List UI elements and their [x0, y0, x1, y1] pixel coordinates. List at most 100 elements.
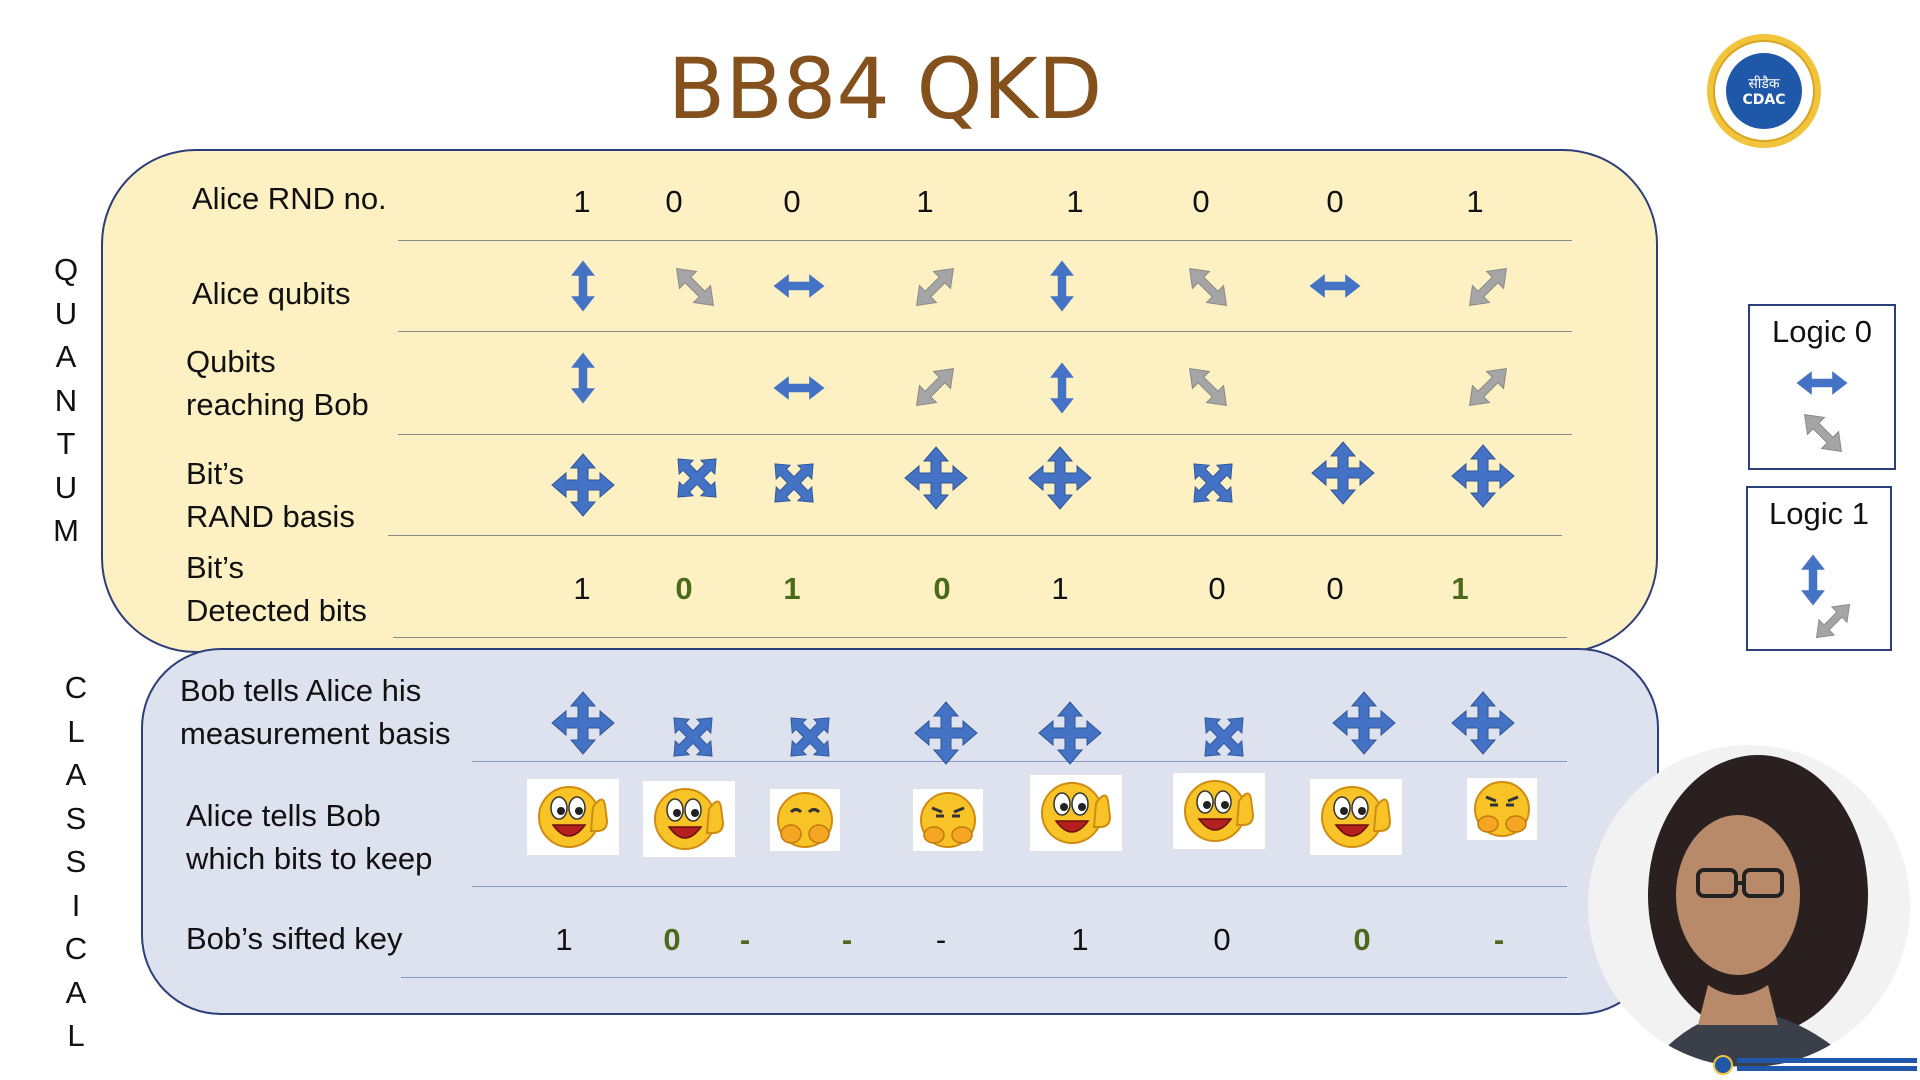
qubits-bob-label: Qubits reaching Bob	[186, 340, 369, 426]
alice-rnd-bit: 1	[1066, 184, 1084, 219]
side-letter: N	[54, 382, 78, 418]
rectilinear-basis-icon	[1451, 444, 1515, 508]
thumbs-up-emoji-icon	[1030, 775, 1122, 851]
thumbs-up-emoji-icon	[643, 781, 735, 857]
svg-text:सीडैक: सीडैक	[1748, 75, 1780, 92]
diagonal-basis-icon	[664, 445, 730, 511]
row-divider	[472, 886, 1567, 887]
diagonal-basis-icon	[1191, 704, 1257, 770]
diagonal-arrow-icon	[1796, 406, 1850, 460]
antidiagonal-arrow-icon	[1460, 359, 1516, 415]
rectilinear-basis-icon	[1028, 446, 1092, 510]
alice-rnd-bit: 1	[916, 184, 934, 219]
legend-logic-1: Logic 1	[1746, 486, 1892, 651]
alice-tells-label: Alice tells Bob which bits to keep	[186, 794, 432, 880]
diagonal-basis-icon	[1180, 450, 1246, 516]
detected-bit: 1	[573, 571, 591, 606]
vertical-arrow-icon	[1050, 260, 1074, 312]
vertical-arrow-icon	[571, 260, 595, 312]
frown-emoji-icon	[913, 789, 983, 851]
detected-bit: 0	[933, 571, 951, 606]
sifted-bit: -	[1493, 922, 1505, 957]
svg-text:CDAC: CDAC	[1742, 92, 1785, 108]
side-letter: S	[65, 800, 87, 836]
sifted-bit: -	[739, 922, 751, 957]
horizontal-arrow-icon	[1796, 371, 1848, 395]
label-line: Bob tells Alice his	[180, 673, 422, 708]
rectilinear-basis-icon	[1311, 441, 1375, 505]
antidiagonal-arrow-icon	[907, 259, 963, 315]
side-letter: M	[53, 513, 79, 548]
alice-rnd-bit: 0	[1326, 184, 1344, 219]
row-divider	[388, 535, 1562, 536]
side-letter: S	[65, 844, 87, 879]
sifted-bit: 0	[1353, 922, 1371, 957]
vertical-arrow-icon	[571, 352, 595, 404]
detected-bit: 0	[1208, 571, 1226, 606]
diagonal-arrow-icon	[1180, 259, 1236, 315]
sifted-bit: 1	[1071, 922, 1089, 957]
row-divider	[398, 240, 1572, 241]
legend-logic-0: Logic 0	[1748, 304, 1896, 470]
rectilinear-basis-icon	[904, 446, 968, 510]
sifted-bit: 1	[555, 922, 573, 957]
diagonal-basis-icon	[660, 704, 726, 770]
frown-emoji-icon	[1467, 778, 1537, 840]
diagonal-arrow-icon	[667, 259, 723, 315]
rectilinear-basis-icon	[551, 453, 615, 517]
sifted-bit: -	[935, 922, 947, 957]
presenter-webcam	[1588, 745, 1910, 1067]
side-letter: U	[54, 295, 78, 331]
side-letter: L	[67, 713, 85, 749]
alice-rnd-bit: 0	[783, 184, 801, 219]
side-letter: U	[54, 469, 78, 505]
bob-tells-label: Bob tells Alice his measurement basis	[180, 669, 451, 755]
diagonal-basis-icon	[777, 704, 843, 770]
label-line: Bit’s	[186, 456, 245, 491]
side-letter: A	[65, 974, 87, 1010]
antidiagonal-arrow-icon	[1460, 259, 1516, 315]
footer-cdac-logo	[1713, 1055, 1920, 1075]
row-divider	[398, 331, 1572, 332]
side-letter: C	[64, 931, 88, 966]
label-line: measurement basis	[180, 716, 451, 751]
label-line: RAND basis	[186, 499, 355, 534]
horizontal-arrow-icon	[1309, 274, 1361, 298]
alice-rnd-bit: 0	[1192, 184, 1210, 219]
thumbs-up-emoji-icon	[527, 779, 619, 855]
alice-qubits-label: Alice qubits	[192, 276, 351, 311]
rectilinear-basis-icon	[551, 691, 615, 755]
sifted-bit: 0	[663, 922, 681, 957]
horizontal-arrow-icon	[773, 274, 825, 298]
rectilinear-basis-icon	[914, 701, 978, 765]
alice-rnd-bit: 0	[665, 184, 683, 219]
side-letter: A	[55, 339, 77, 374]
detected-bit: 0	[1326, 571, 1344, 606]
classical-panel	[141, 648, 1659, 1015]
sifted-bit: -	[841, 922, 853, 957]
thumbs-up-emoji-icon	[1310, 779, 1402, 855]
side-letter: A	[65, 757, 87, 792]
row-divider	[393, 637, 1567, 638]
vertical-arrow-icon	[1050, 362, 1074, 414]
detected-bit: 1	[783, 571, 801, 606]
sifted-key-label: Bob’s sifted key	[186, 921, 403, 956]
rectilinear-basis-icon	[1332, 691, 1396, 755]
quantum-side-label: Q U A N T U M	[46, 248, 86, 553]
row-divider	[472, 761, 1567, 762]
rand-basis-label: Bit’s RAND basis	[186, 452, 355, 538]
label-line: Qubits	[186, 344, 276, 379]
slide-title: BB84 QKD	[667, 40, 1103, 138]
antidiagonal-arrow-icon	[907, 359, 963, 415]
side-letter: T	[56, 426, 76, 461]
thumbs-up-emoji-icon	[1173, 773, 1265, 849]
alice-rnd-label: Alice RND no.	[192, 181, 387, 216]
cdac-logo: सीडैक CDAC	[1705, 32, 1823, 150]
antidiagonal-arrow-icon	[1808, 596, 1858, 646]
hand-over-mouth-emoji-icon	[770, 789, 840, 851]
alice-rnd-bit: 1	[573, 184, 591, 219]
row-divider	[398, 434, 1572, 435]
diagonal-basis-icon	[761, 450, 827, 516]
row-divider	[401, 977, 1567, 978]
diagonal-arrow-icon	[1180, 359, 1236, 415]
